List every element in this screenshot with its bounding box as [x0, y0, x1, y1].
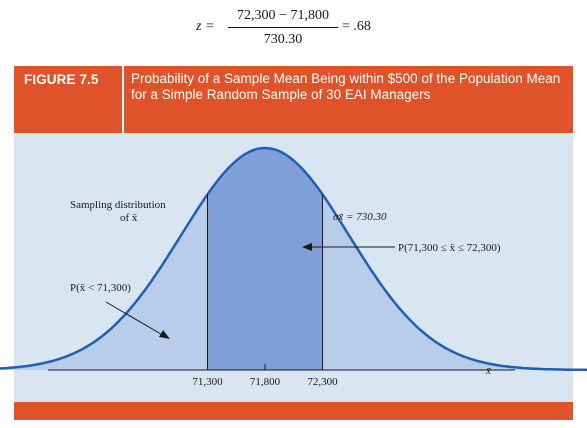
sampling-label-line1: Sampling distribution [70, 199, 166, 211]
left-prob-arrow [105, 301, 167, 338]
x-axis-label: x̄ [485, 365, 491, 377]
equation-numerator: 72,300 − 71,800 [237, 8, 329, 23]
center-area [207, 148, 323, 370]
interval-prob-label: P(71,300 ≤ x̄ ≤ 72,300) [398, 242, 501, 254]
interval-arrow-head [302, 243, 312, 251]
equation-denominator: 730.30 [263, 32, 303, 47]
fraction-bar [228, 27, 338, 28]
normal-curve [0, 146, 587, 372]
sigma-label: σx̄ = 730.30 [333, 211, 387, 223]
sampling-label-line2: of x̄ [120, 212, 138, 224]
equation-lhs: z = [196, 19, 215, 34]
left-prob-arrow-head [159, 330, 170, 339]
figure-caption: Probability of a Sample Mean Being withi… [131, 71, 561, 102]
figure-header: FIGURE 7.5 Probability of a Sample Mean … [14, 66, 573, 133]
x-tick-label: 71,300 [192, 376, 223, 388]
z-score-equation: z = 72,300 − 71,800 730.30 = .68 [0, 0, 587, 60]
x-tick-label: 72,300 [307, 376, 338, 388]
x-tick-label: 71,800 [250, 376, 281, 388]
figure-divider [122, 66, 124, 133]
left-prob-label: P(x̄ < 71,300) [70, 282, 131, 294]
equation-result: = .68 [342, 19, 371, 34]
figure-label: FIGURE 7.5 [24, 72, 99, 87]
bottom-bar [14, 402, 573, 420]
